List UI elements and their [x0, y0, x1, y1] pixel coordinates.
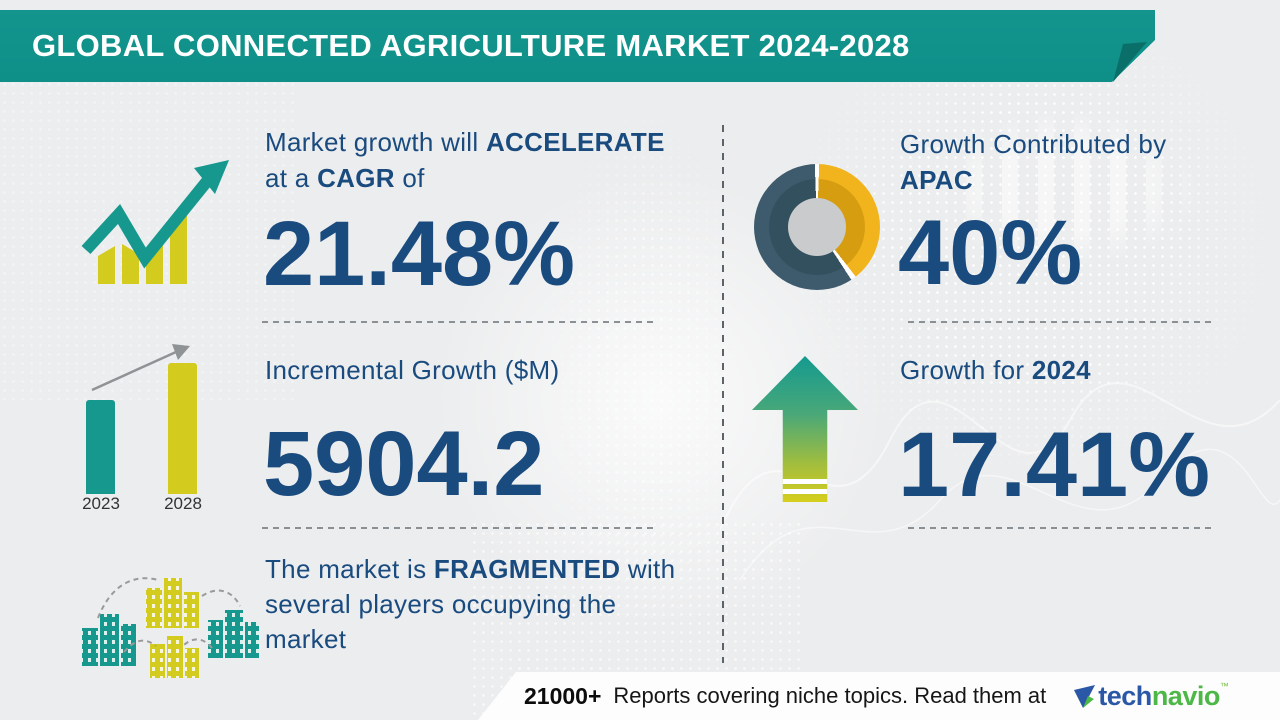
brand-part-navio: navio [1151, 680, 1221, 711]
cagr-label-prefix: Market growth will [265, 127, 479, 157]
background-dots-left [0, 80, 300, 400]
fragmented-prefix: The market is [265, 554, 427, 584]
fragmented-text: The market is FRAGMENTED with several pl… [265, 552, 677, 657]
bar-year-left-label: 2023 [82, 494, 120, 513]
technavio-logo-icon [1074, 684, 1096, 708]
arrow-stripe-2 [778, 489, 832, 494]
bar-2023 [86, 400, 115, 494]
donut-chart-icon [754, 164, 880, 290]
growth2024-value: 17.41% [898, 414, 1211, 516]
vertical-divider [722, 125, 724, 663]
fragmented-accent: FRAGMENTED [433, 554, 621, 584]
growth-trend-icon [81, 160, 229, 284]
banner-fold [1113, 42, 1147, 82]
growth2024-label-text: Growth for [900, 355, 1025, 385]
footer-bar: 21000+ Reports covering niche topics. Re… [478, 672, 1280, 720]
bar-chart-years-icon: 2023 2028 [78, 336, 228, 516]
incremental-label: Incremental Growth ($M) [265, 355, 560, 385]
arrow-stripe-1 [778, 479, 832, 484]
header-banner: GLOBAL CONNECTED AGRICULTURE MARKET 2024… [0, 10, 1155, 82]
technavio-logo[interactable]: tech navio ™ [1072, 680, 1229, 711]
growth2024-label-accent: 2024 [1031, 355, 1091, 385]
reports-count: 21000+ [524, 682, 602, 709]
cagr-label: Market growth will ACCELERATE at a CAGR … [265, 124, 685, 196]
footer-message: Reports covering niche topics. Read them… [613, 683, 1047, 708]
apac-label: Growth Contributed by APAC [900, 126, 1260, 198]
divider-left-1 [262, 321, 657, 323]
donut-center [788, 198, 846, 256]
fragmented-buildings-icon [82, 577, 259, 678]
fragmented-suffix: with several players occupying the marke… [265, 554, 676, 654]
brand-trademark: ™ [1219, 680, 1229, 691]
divider-right-2 [908, 527, 1214, 529]
background-candlesticks [930, 108, 1200, 268]
bar-year-right-label: 2028 [164, 494, 202, 513]
bar-2028 [168, 363, 197, 494]
cagr-label-suffix: of [402, 163, 425, 193]
cagr-label-mid: at a [265, 163, 310, 193]
cagr-label-accent2: CAGR [317, 163, 395, 193]
trend-arrow-icon [91, 344, 190, 392]
incremental-value: 5904.2 [263, 413, 545, 515]
growth2024-label: Growth for 2024 [900, 352, 1091, 388]
cagr-value: 21.48% [263, 203, 576, 305]
apac-label-accent: APAC [900, 165, 973, 195]
page-title: GLOBAL CONNECTED AGRICULTURE MARKET 2024… [32, 28, 910, 63]
cagr-label-accent: ACCELERATE [485, 127, 665, 157]
apac-value: 40% [898, 202, 1083, 304]
brand-part-tech: tech [1098, 680, 1152, 711]
divider-left-2 [262, 527, 657, 529]
apac-label-text: Growth Contributed by [900, 129, 1167, 159]
footer-content: 21000+ Reports covering niche topics. Re… [524, 680, 1229, 711]
divider-right-1 [908, 321, 1214, 323]
